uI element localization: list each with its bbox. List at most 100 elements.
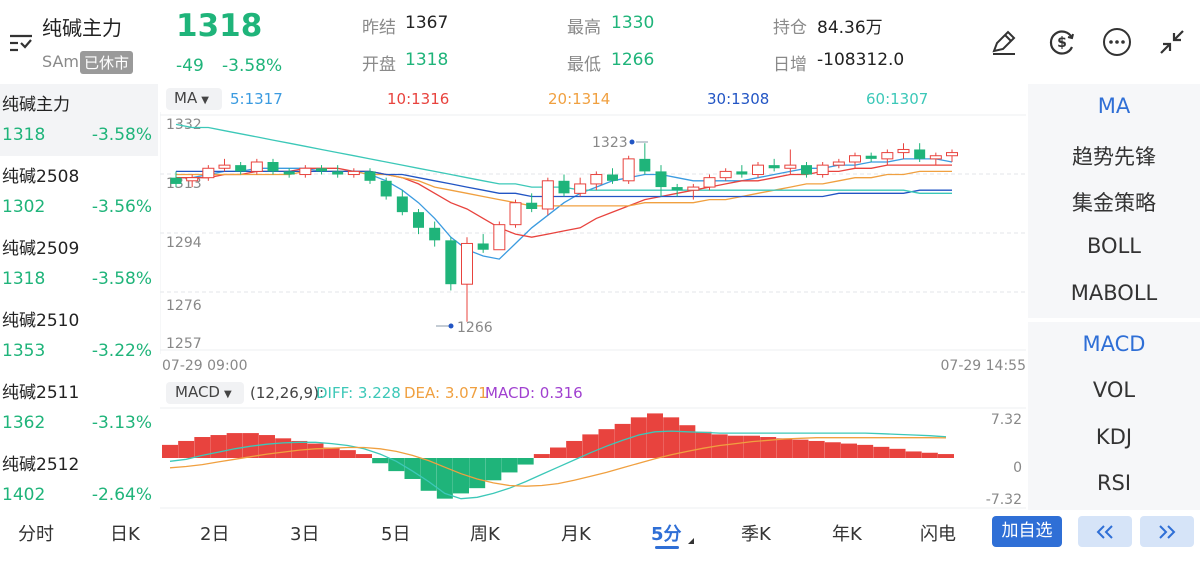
candle: [250, 158, 263, 175]
status-badge: 已休市: [80, 51, 134, 74]
candle: [687, 183, 700, 200]
candle: [768, 158, 780, 172]
price-change-pct: -3.58%: [222, 56, 283, 76]
price-change: -49: [176, 56, 204, 76]
double-chevron-left-icon: [1096, 524, 1113, 539]
ma30-legend: 30:1308: [707, 90, 770, 108]
draw-pen-icon[interactable]: [984, 22, 1024, 62]
collapse-icon[interactable]: [1152, 22, 1192, 62]
tab-monthly-k[interactable]: 月K: [561, 524, 591, 545]
macd-dea-value: DEA: 3.071: [404, 384, 488, 402]
candle: [235, 162, 247, 175]
tab-weekly-k[interactable]: 周K: [470, 524, 500, 545]
macd-bar: [550, 447, 566, 458]
macd-bar: [372, 458, 389, 464]
macd-diff-value: DIFF: 3.228: [316, 384, 401, 402]
macd-bar: [824, 442, 841, 458]
daily-increase-label: 日增: [773, 55, 807, 75]
indicator-kdj[interactable]: KDJ: [1095, 425, 1133, 449]
indicator-gold-strategy[interactable]: 集金策略: [1072, 191, 1156, 215]
indicator-trend-pioneer[interactable]: 趋势先锋: [1072, 145, 1156, 169]
candle: [429, 221, 441, 247]
ma-selector[interactable]: MA ▼: [166, 88, 222, 110]
watchlist-item-name: 纯碱主力: [2, 95, 70, 115]
double-chevron-right-icon: [1159, 524, 1176, 539]
tab-flash[interactable]: 闪电: [920, 524, 956, 545]
period-dropdown-icon[interactable]: [688, 538, 694, 544]
y-tick-label: 1257: [166, 336, 202, 352]
candle: [914, 143, 926, 162]
watchlist-item[interactable]: 纯碱2510 1353 -3.22%: [0, 300, 158, 372]
indicator-macd[interactable]: MACD: [1082, 332, 1146, 356]
low-value: 1266: [611, 50, 655, 70]
watchlist-item[interactable]: 纯碱2508 1302 -3.56%: [0, 156, 158, 228]
ma-selector-label: MA: [174, 89, 198, 107]
indicator-maboll[interactable]: MABOLL: [1070, 281, 1158, 305]
indicator-rsi[interactable]: RSI: [1096, 471, 1132, 495]
candle: [509, 199, 522, 228]
candle: [832, 158, 845, 169]
macd-chart[interactable]: [160, 406, 1026, 510]
macd-bar: [744, 435, 760, 458]
ma5-legend: 5:1317: [230, 90, 283, 108]
candle: [622, 155, 635, 184]
macd-y-tick-label: 0: [1013, 460, 1022, 476]
macd-bar: [356, 454, 372, 458]
macd-bar: [420, 458, 437, 491]
indicator-boll[interactable]: BOLL: [1087, 234, 1141, 258]
x-end-label: 07-29 14:55: [941, 358, 1026, 374]
candle: [316, 165, 327, 175]
watchlist-item[interactable]: 纯碱2512 1402 -2.64%: [0, 444, 158, 516]
macd-bar: [533, 454, 550, 458]
watchlist-item-price: 1302: [2, 197, 46, 217]
macd-bar: [404, 458, 421, 479]
open-value: 1318: [405, 50, 449, 70]
candle: [493, 221, 506, 251]
candlestick-chart[interactable]: 1332 1313 1294 1276 1257 07-29 09:00 07-…: [160, 112, 1026, 374]
watchlist-item-price: 1402: [2, 485, 46, 505]
tab-5day[interactable]: 5日: [381, 524, 411, 545]
contract-code: SAm: [42, 52, 79, 71]
macd-bar: [178, 440, 195, 458]
candle: [218, 158, 231, 172]
candle: [332, 165, 344, 178]
dropdown-icon: ▼: [223, 389, 232, 400]
candle: [736, 165, 748, 178]
watchlist-item-pct: -3.13%: [91, 413, 152, 433]
low-label: 最低: [567, 55, 601, 75]
macd-selector-label: MACD: [175, 383, 220, 401]
macd-bar: [727, 435, 744, 458]
macd-bar: [760, 437, 777, 458]
macd-bar: [792, 439, 809, 458]
indicator-vol[interactable]: VOL: [1092, 378, 1136, 402]
macd-selector[interactable]: MACD ▼: [166, 382, 244, 404]
indicator-panel-bottom: [1028, 322, 1200, 510]
tab-quarterly-k[interactable]: 季K: [741, 524, 771, 545]
candle: [202, 165, 215, 181]
watchlist-item[interactable]: 纯碱2509 1318 -3.58%: [0, 228, 158, 300]
menu-icon[interactable]: [6, 28, 36, 58]
ma60-legend: 60:1307: [866, 90, 929, 108]
tab-daily-k[interactable]: 日K: [110, 524, 140, 545]
macd-bar: [517, 458, 534, 465]
more-icon[interactable]: [1097, 22, 1137, 62]
macd-bar: [453, 458, 469, 494]
watchlist-item[interactable]: 纯碱主力 1318 -3.58%: [0, 84, 158, 156]
tab-2day[interactable]: 2日: [200, 524, 230, 545]
tab-3day[interactable]: 3日: [290, 524, 320, 545]
candle: [380, 177, 392, 200]
macd-bar: [323, 447, 340, 458]
add-watchlist-button[interactable]: 加自选: [992, 516, 1062, 547]
tab-timeshare[interactable]: 分时: [18, 524, 54, 545]
watchlist-item[interactable]: 纯碱2511 1362 -3.13%: [0, 372, 158, 444]
tab-5min[interactable]: 5分: [651, 524, 682, 545]
indicator-ma[interactable]: MA: [1097, 94, 1131, 118]
tab-yearly-k[interactable]: 年K: [832, 524, 862, 545]
ma10-legend: 10:1316: [387, 90, 450, 108]
candle: [413, 209, 424, 235]
scroll-left-button[interactable]: [1078, 516, 1132, 547]
candle: [719, 168, 732, 181]
trade-currency-icon[interactable]: $: [1042, 22, 1082, 62]
candle: [639, 143, 651, 175]
scroll-right-button[interactable]: [1140, 516, 1194, 547]
